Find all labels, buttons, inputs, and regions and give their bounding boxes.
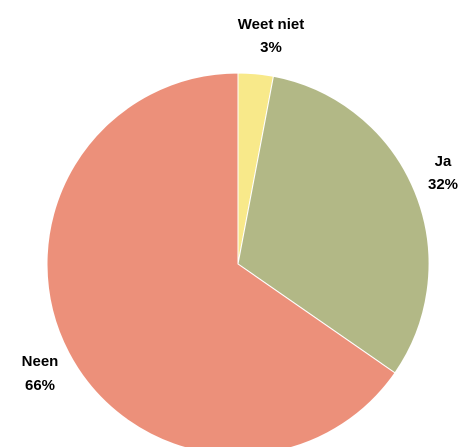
pie-slices — [47, 73, 429, 447]
slice-category-weet-niet: Weet niet — [238, 16, 304, 33]
slice-category-ja: Ja — [435, 153, 452, 170]
slice-percent-weet-niet: 3% — [260, 39, 282, 56]
slice-percent-ja: 32% — [428, 176, 458, 193]
slice-label-neen: Neen 66% — [22, 353, 59, 394]
slice-category-neen: Neen — [22, 353, 59, 370]
slice-percent-neen: 66% — [25, 377, 55, 394]
slice-label-weet-niet: Weet niet 3% — [238, 16, 304, 56]
slice-label-ja: Ja 32% — [428, 153, 458, 193]
